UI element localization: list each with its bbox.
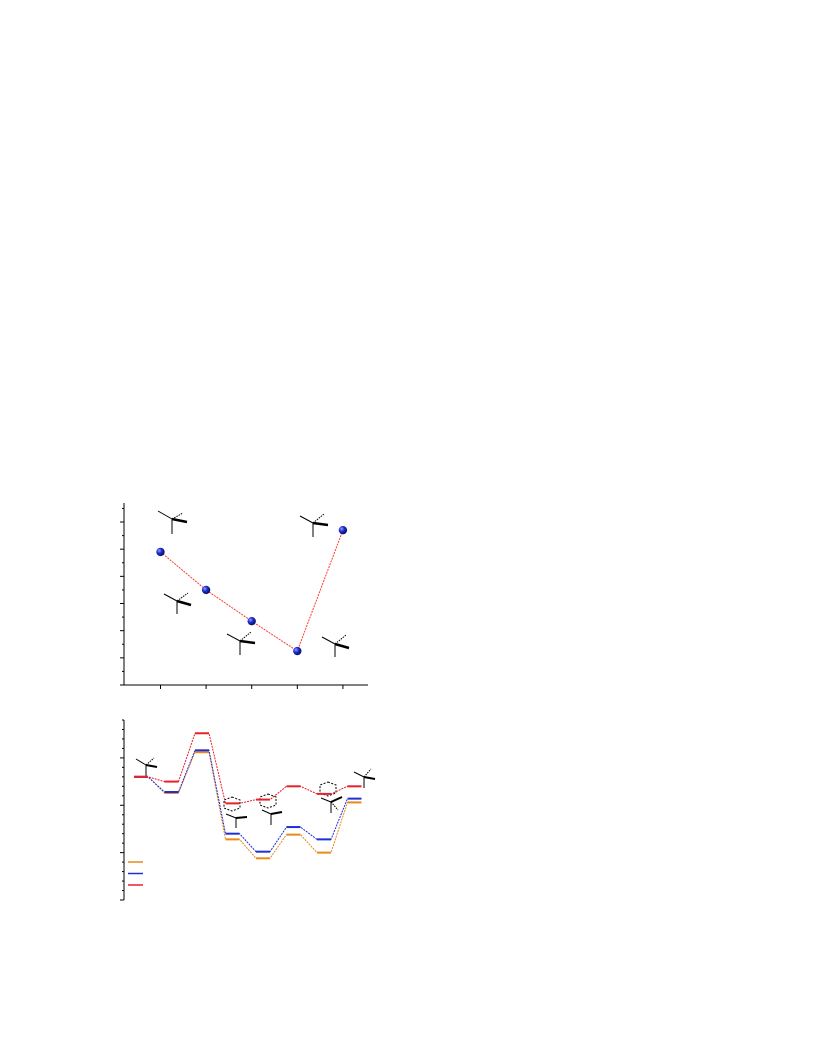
molecule-sketch-9 [319, 781, 343, 813]
chart2-series-line [134, 732, 362, 804]
molecule-sketch-2 [163, 592, 192, 614]
molecule-sketch-10 [353, 768, 376, 788]
molecule-sketch-8 [259, 793, 283, 825]
chart1-data-point [201, 585, 211, 595]
chart1-series-line [160, 529, 344, 652]
molecule-sketch-5 [321, 634, 350, 657]
molecule-sketch-4 [299, 513, 329, 537]
molecule-sketch-7 [223, 796, 248, 828]
chart1-data-point [338, 525, 348, 535]
chart1-data-point [156, 547, 165, 557]
molecule-sketch-6 [135, 757, 158, 777]
molecule-sketch-3 [226, 631, 256, 655]
chart1-data-point [247, 616, 256, 626]
chart1-data-point [293, 646, 302, 656]
molecule-sketch-1 [157, 510, 188, 534]
